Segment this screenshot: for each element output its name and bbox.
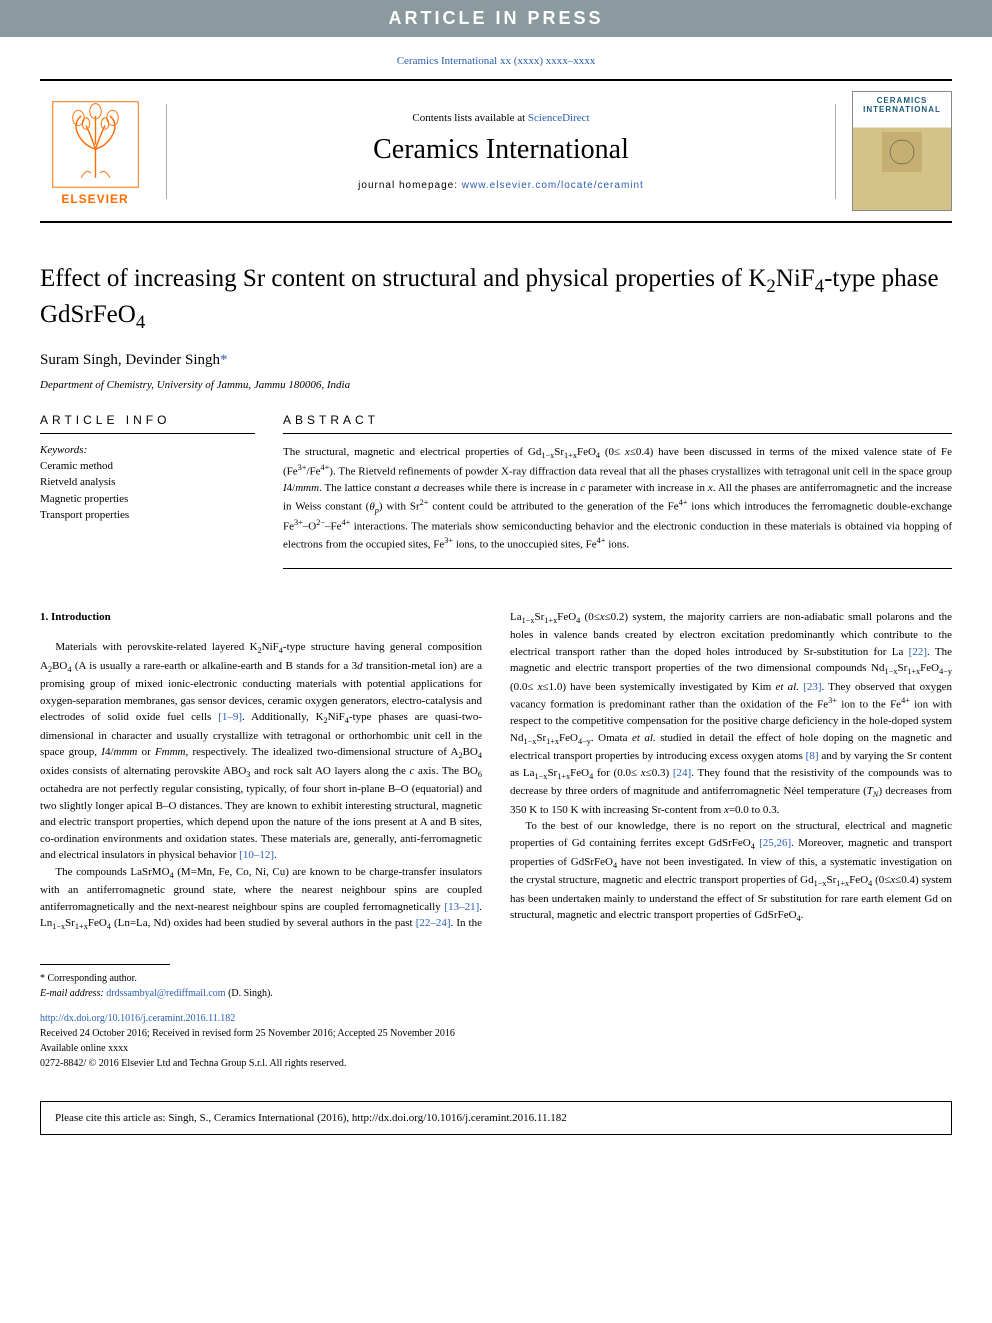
journal-header: ELSEVIER Contents lists available at Sci… bbox=[40, 79, 952, 223]
introduction-heading: 1. Introduction bbox=[40, 609, 482, 626]
article-info-column: ARTICLE INFO Keywords: Ceramic method Ri… bbox=[40, 413, 255, 569]
article-title: Effect of increasing Sr content on struc… bbox=[40, 263, 952, 336]
abstract-label: ABSTRACT bbox=[283, 413, 952, 434]
keyword-item: Transport properties bbox=[40, 507, 255, 524]
email-suffix: (D. Singh). bbox=[226, 988, 273, 999]
elsevier-logo[interactable]: ELSEVIER bbox=[40, 91, 150, 211]
article-in-press-banner: ARTICLE IN PRESS bbox=[0, 0, 992, 37]
journal-title: Ceramics International bbox=[183, 134, 819, 166]
top-citation: Ceramics International xx (xxxx) xxxx–xx… bbox=[0, 37, 992, 79]
paragraph: To the best of our knowledge, there is n… bbox=[510, 818, 952, 925]
cover-graphic-icon bbox=[872, 122, 932, 182]
keyword-item: Ceramic method bbox=[40, 458, 255, 475]
keywords-list: Ceramic method Rietveld analysis Magneti… bbox=[40, 458, 255, 524]
authors: Suram Singh, Devinder Singh* bbox=[40, 352, 952, 369]
contents-prefix: Contents lists available at bbox=[412, 112, 527, 124]
elsevier-text: ELSEVIER bbox=[61, 192, 128, 206]
doi-link[interactable]: http://dx.doi.org/10.1016/j.ceramint.201… bbox=[40, 1013, 235, 1024]
email-label: E-mail address: bbox=[40, 988, 106, 999]
keywords-heading: Keywords: bbox=[40, 444, 255, 456]
cover-title: CERAMICS INTERNATIONAL bbox=[857, 96, 947, 114]
article-info-label: ARTICLE INFO bbox=[40, 413, 255, 434]
keyword-item: Rietveld analysis bbox=[40, 474, 255, 491]
elsevier-tree-icon bbox=[48, 97, 143, 192]
keyword-item: Magnetic properties bbox=[40, 491, 255, 508]
available-online: Available online xxxx bbox=[40, 1041, 952, 1056]
homepage-line: journal homepage: www.elsevier.com/locat… bbox=[183, 180, 819, 191]
homepage-link[interactable]: www.elsevier.com/locate/ceramint bbox=[462, 180, 644, 191]
journal-cover-thumbnail[interactable]: CERAMICS INTERNATIONAL bbox=[852, 91, 952, 211]
email-line: E-mail address: drdssambyal@rediffmail.c… bbox=[40, 986, 952, 1001]
sciencedirect-link[interactable]: ScienceDirect bbox=[528, 112, 590, 124]
footer: * Corresponding author. E-mail address: … bbox=[0, 954, 992, 1091]
paragraph: Materials with perovskite-related layere… bbox=[40, 639, 482, 864]
abstract-column: ABSTRACT The structural, magnetic and el… bbox=[283, 413, 952, 569]
corresponding-author: * Corresponding author. bbox=[40, 971, 952, 986]
homepage-prefix: journal homepage: bbox=[358, 180, 462, 191]
main-content: 1. Introduction Materials with perovskit… bbox=[40, 609, 952, 934]
cite-this-article-box: Please cite this article as: Singh, S., … bbox=[40, 1101, 952, 1135]
contents-available: Contents lists available at ScienceDirec… bbox=[183, 112, 819, 124]
copyright: 0272-8842/ © 2016 Elsevier Ltd and Techn… bbox=[40, 1056, 952, 1071]
email-link[interactable]: drdssambyal@rediffmail.com bbox=[106, 988, 225, 999]
affiliation: Department of Chemistry, University of J… bbox=[40, 379, 952, 391]
received-dates: Received 24 October 2016; Received in re… bbox=[40, 1026, 952, 1041]
abstract-text: The structural, magnetic and electrical … bbox=[283, 444, 952, 569]
footer-separator bbox=[40, 964, 170, 965]
top-citation-link[interactable]: Ceramics International xx (xxxx) xxxx–xx… bbox=[397, 55, 596, 67]
header-center: Contents lists available at ScienceDirec… bbox=[166, 104, 836, 199]
